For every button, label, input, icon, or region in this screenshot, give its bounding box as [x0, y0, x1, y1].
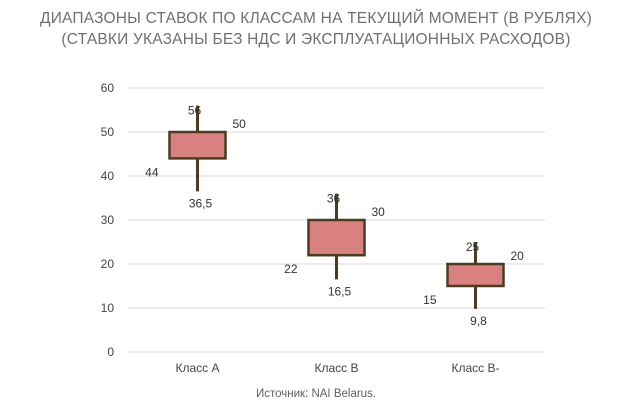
range-box-2: [307, 218, 366, 257]
box-high-label-2: 30: [372, 205, 386, 219]
source-note: Источник: NAI Belarus.: [255, 388, 377, 400]
box-low-label-2: 22: [284, 262, 298, 276]
y-tick-label-40: 40: [101, 169, 115, 183]
x-tick-label-2: Класс B: [314, 361, 358, 375]
y-tick-label-0: 0: [107, 345, 114, 359]
low-label-1: 36,5: [189, 196, 213, 210]
y-tick-label-30: 30: [101, 213, 115, 227]
range-box-1: [168, 130, 227, 160]
y-tick-label-60: 60: [101, 81, 115, 95]
box-high-label-1: 50: [233, 117, 247, 131]
range-box-3: [446, 262, 505, 288]
chart-title-line-1: ДИАПАЗОНЫ СТАВОК ПО КЛАССАМ НА ТЕКУЩИЙ М…: [40, 10, 592, 27]
box-high-label-3: 20: [511, 249, 525, 263]
high-label-1: 56: [188, 104, 202, 118]
high-label-2: 36: [327, 192, 341, 206]
box-low-label-1: 44: [145, 165, 159, 179]
low-label-3: 9,8: [470, 314, 487, 328]
y-tick-label-50: 50: [101, 125, 115, 139]
y-tick-label-10: 10: [101, 301, 115, 315]
low-label-2: 16,5: [328, 284, 352, 298]
x-tick-label-1: Класс A: [175, 361, 219, 375]
chart-title-line-2: (СТАВКИ УКАЗАНЫ БЕЗ НДС И ЭКСПЛУАТАЦИОНН…: [61, 31, 571, 48]
y-tick-label-20: 20: [101, 257, 115, 271]
box-low-label-3: 15: [423, 293, 437, 307]
chart-title: ДИАПАЗОНЫ СТАВОК ПО КЛАССАМ НА ТЕКУЩИЙ М…: [0, 8, 632, 50]
x-tick-label-3: Класс B-: [452, 361, 500, 375]
high-label-3: 25: [466, 240, 480, 254]
